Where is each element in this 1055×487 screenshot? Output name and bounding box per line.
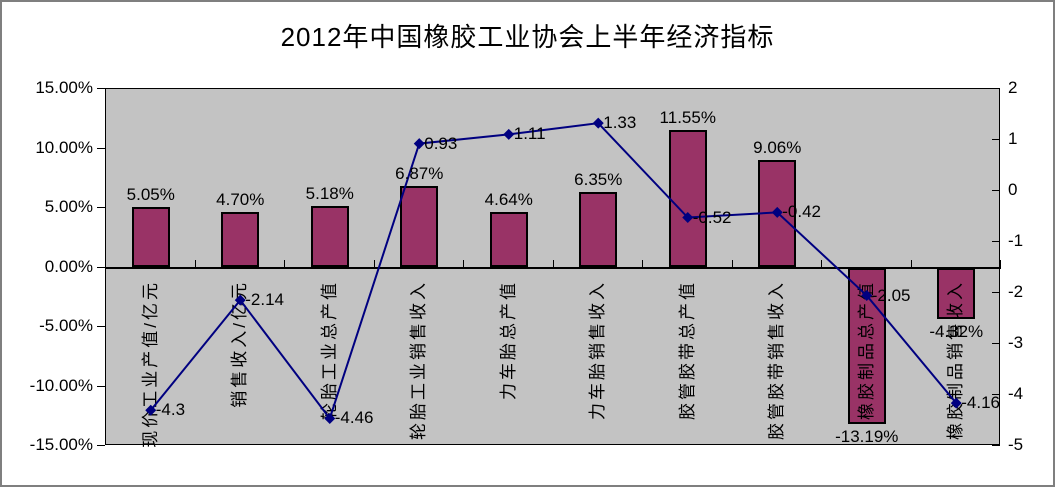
category-axis-tick-mark (1000, 259, 1001, 267)
bar (310, 205, 349, 268)
line-point-label: 0.93 (424, 133, 458, 153)
line-marker-diamond (145, 404, 157, 416)
left-axis-tick-label: -15.00% (29, 435, 93, 454)
right-axis-tick-mark (992, 343, 1000, 344)
bar (400, 185, 439, 268)
line-point-label: -2.05 (871, 285, 911, 305)
line-point-label: -0.52 (692, 207, 732, 227)
category-axis-tick-mark (373, 259, 375, 267)
line-point-label: 1.33 (603, 113, 637, 133)
category-axis-tick-mark (105, 259, 106, 267)
right-axis-tick-mark (992, 88, 1000, 89)
right-axis-tick-mark (992, 139, 1000, 140)
bar-value-label: 5.18% (305, 183, 354, 203)
right-axis-tick-mark (992, 292, 1000, 293)
line-marker-diamond (950, 397, 962, 409)
line-point-label: -4.16 (961, 393, 1000, 413)
bar (489, 212, 528, 268)
category-axis-tick-mark (910, 259, 912, 267)
line-marker-diamond (234, 294, 246, 306)
left-axis-tick-mark (97, 207, 105, 208)
line-point-label: -4.3 (155, 400, 186, 420)
category-axis-tick-mark (194, 259, 196, 267)
right-axis-tick-label: 0 (1008, 180, 1018, 199)
right-axis-tick-mark (992, 445, 1000, 446)
right-axis-tick-label: -5 (1008, 435, 1024, 454)
bar-value-label: -4.32% (929, 321, 984, 341)
right-axis-tick-label: -2 (1008, 282, 1024, 301)
line-point-label: 1.11 (513, 124, 546, 144)
right-axis-tick-label: -1 (1008, 231, 1024, 250)
bar (668, 130, 707, 268)
line-point-label: -2.14 (245, 290, 284, 310)
bar (579, 191, 618, 268)
left-axis-tick-mark (97, 88, 105, 89)
plot-area: 现价工业产值/亿元 销售收入/亿元 轮胎工业总产值 轮胎工业销售收入 力车胎总产值 力车胎… (105, 88, 1001, 447)
bar-value-label: 9.06% (753, 137, 802, 157)
left-axis-tick-label: 15.00% (35, 78, 93, 97)
left-axis-tick-label: -10.00% (29, 375, 93, 395)
left-axis-tick-mark (97, 445, 105, 446)
bar (221, 211, 260, 268)
bar-value-label: 11.55% (659, 108, 716, 128)
bar-value-label: 6.87% (395, 163, 444, 183)
line-marker-diamond (861, 290, 873, 302)
line-marker-diamond (324, 412, 336, 424)
right-axis-tick-mark (992, 190, 1000, 191)
left-axis-tick-label: -5.00% (39, 316, 93, 335)
line-point-label: -0.42 (782, 202, 821, 222)
bar-value-label: -13.19% (835, 427, 899, 447)
left-axis-tick-mark (97, 326, 105, 327)
left-axis-tick-label: 5.00% (44, 197, 93, 216)
left-axis-tick-mark (97, 147, 105, 149)
category-axis-line (106, 266, 1001, 269)
line-path (149, 122, 958, 421)
bar-value-label: 6.35% (574, 169, 623, 189)
line-marker-diamond (413, 138, 425, 150)
left-axis-tick-label: 0.00% (44, 256, 93, 276)
category-axis-tick-mark (552, 259, 554, 267)
category-axis-tick-mark (731, 259, 733, 267)
left-axis-tick-mark (97, 385, 105, 387)
right-axis-tick-label: 2 (1008, 78, 1018, 97)
right-axis-tick-label: -4 (1008, 384, 1024, 403)
left-axis-tick-mark (97, 266, 105, 268)
line-marker-diamond (592, 117, 604, 129)
line-marker-diamond (771, 206, 783, 218)
bar-value-label: 4.64% (484, 190, 533, 210)
left-axis-tick-label: 10.00% (35, 137, 93, 157)
right-axis-tick-mark (992, 394, 1000, 395)
line-marker-diamond (682, 212, 694, 224)
line-point-label: -4.46 (334, 408, 374, 428)
bar (937, 267, 976, 319)
bar-value-label: 5.05% (126, 185, 175, 205)
chart-title: 2012年中国橡胶工业协会上半年经济指标 (280, 22, 775, 52)
line-series (145, 117, 962, 424)
category-axis-tick-mark (463, 259, 464, 267)
category-axis-tick-mark (821, 259, 822, 267)
bar (131, 207, 170, 268)
right-axis-tick-label: -3 (1008, 333, 1024, 352)
category-axis-tick-mark (642, 259, 643, 267)
category-axis-tick-mark (284, 259, 285, 267)
line-marker-diamond (503, 128, 515, 140)
right-axis-tick-label: 1 (1008, 129, 1018, 148)
right-axis-tick-mark (992, 241, 1000, 242)
bar-value-label: 4.70% (216, 189, 265, 209)
